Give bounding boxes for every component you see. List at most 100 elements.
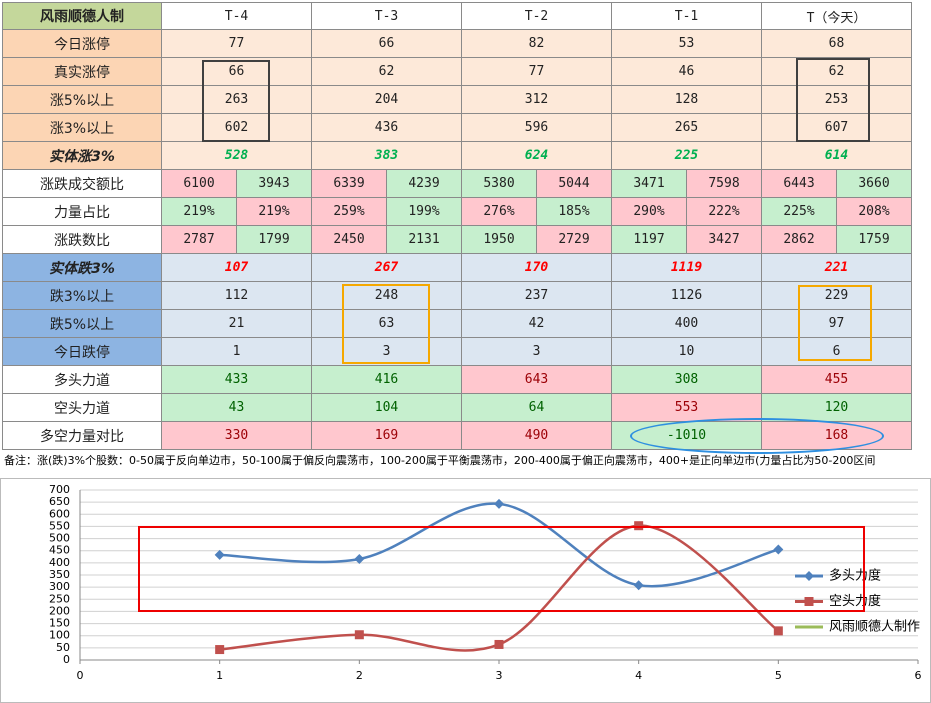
marker bbox=[354, 630, 364, 640]
table-cell: 219% bbox=[162, 198, 237, 226]
table-cell: 多空力量对比 bbox=[2, 422, 162, 450]
table-cell: 1950 bbox=[462, 226, 537, 254]
table-cell: 265 bbox=[612, 114, 762, 142]
table-cell: 53 bbox=[612, 30, 762, 58]
table-cell: 涨3%以上 bbox=[2, 114, 162, 142]
x-tick-label: 4 bbox=[635, 669, 642, 682]
table-cell: 2787 bbox=[162, 226, 237, 254]
marker bbox=[773, 544, 784, 555]
table-cell: 208% bbox=[837, 198, 912, 226]
table-cell: 225% bbox=[762, 198, 837, 226]
x-tick-label: 2 bbox=[356, 669, 363, 682]
table-cell: 229 bbox=[762, 282, 912, 310]
table-cell: 607 bbox=[762, 114, 912, 142]
table-cell: 涨5%以上 bbox=[2, 86, 162, 114]
table-cell: 1799 bbox=[237, 226, 312, 254]
marker bbox=[494, 498, 504, 509]
table-cell: 248 bbox=[312, 282, 462, 310]
table-cell: 21 bbox=[162, 310, 312, 338]
x-tick-label: 1 bbox=[216, 669, 223, 682]
marker bbox=[633, 580, 644, 591]
table-cell: 436 bbox=[312, 114, 462, 142]
table-cell: 2862 bbox=[762, 226, 837, 254]
table-cell: 204 bbox=[312, 86, 462, 114]
table-cell: 3660 bbox=[837, 170, 912, 198]
y-tick-label: 250 bbox=[49, 592, 70, 605]
table-cell: 259% bbox=[312, 198, 387, 226]
table-cell: 169 bbox=[312, 422, 462, 450]
marker bbox=[215, 645, 225, 655]
table-cell: 3471 bbox=[612, 170, 687, 198]
table-cell: 107 bbox=[162, 254, 312, 282]
table-cell: 跌5%以上 bbox=[2, 310, 162, 338]
y-tick-label: 650 bbox=[49, 495, 70, 508]
y-tick-label: 300 bbox=[49, 580, 70, 593]
y-tick-label: 350 bbox=[49, 568, 70, 581]
table-cell: 实体跌3% bbox=[2, 254, 162, 282]
table-cell: 185% bbox=[537, 198, 612, 226]
table-cell: 5044 bbox=[537, 170, 612, 198]
table-cell: 120 bbox=[762, 394, 912, 422]
table-cell: 433 bbox=[162, 366, 312, 394]
table-cell: 312 bbox=[462, 86, 612, 114]
table-cell: 170 bbox=[462, 254, 612, 282]
marker bbox=[214, 549, 225, 560]
table-cell: 237 bbox=[462, 282, 612, 310]
table-cell: 2450 bbox=[312, 226, 387, 254]
table-cell: 82 bbox=[462, 30, 612, 58]
y-tick-label: 100 bbox=[49, 629, 70, 642]
table-cell: 7598 bbox=[687, 170, 762, 198]
table-cell: 222% bbox=[687, 198, 762, 226]
table-cell: 383 bbox=[312, 142, 462, 170]
y-tick-label: 50 bbox=[56, 641, 70, 654]
table-cell: 3943 bbox=[237, 170, 312, 198]
table-cell: T-2 bbox=[462, 2, 612, 30]
legend-label: 多头力度 bbox=[829, 568, 881, 584]
x-tick-label: 5 bbox=[775, 669, 782, 682]
legend-marker bbox=[804, 597, 814, 606]
table-cell: 276% bbox=[462, 198, 537, 226]
table-cell: 66 bbox=[162, 58, 312, 86]
table-cell: 3 bbox=[462, 338, 612, 366]
table-cell: 多头力道 bbox=[2, 366, 162, 394]
table-cell: 602 bbox=[162, 114, 312, 142]
table-cell: 1 bbox=[162, 338, 312, 366]
table-cell: 308 bbox=[612, 366, 762, 394]
marker bbox=[354, 553, 365, 564]
table-cell: 112 bbox=[162, 282, 312, 310]
y-tick-label: 200 bbox=[49, 604, 70, 617]
table-cell: -1010 bbox=[612, 422, 762, 450]
y-tick-label: 150 bbox=[49, 617, 70, 630]
marker bbox=[773, 626, 783, 636]
legend-label: 空头力度 bbox=[829, 593, 881, 609]
table-cell: 199% bbox=[387, 198, 462, 226]
table-cell: 219% bbox=[237, 198, 312, 226]
y-tick-label: 700 bbox=[49, 483, 70, 496]
y-tick-label: 0 bbox=[63, 653, 70, 666]
table-cell: T-3 bbox=[312, 2, 462, 30]
y-tick-label: 500 bbox=[49, 532, 70, 545]
table-cell: 3427 bbox=[687, 226, 762, 254]
table-cell: 263 bbox=[162, 86, 312, 114]
table-cell: 97 bbox=[762, 310, 912, 338]
table-cell: 涨跌成交额比 bbox=[2, 170, 162, 198]
table-cell: T（今天） bbox=[762, 2, 912, 30]
table-cell: 1119 bbox=[612, 254, 762, 282]
table-cell: 66 bbox=[312, 30, 462, 58]
table-cell: 490 bbox=[462, 422, 612, 450]
y-tick-label: 400 bbox=[49, 556, 70, 569]
table-cell: 290% bbox=[612, 198, 687, 226]
table-cell: 2729 bbox=[537, 226, 612, 254]
table-cell: T-4 bbox=[162, 2, 312, 30]
table-cell: 168 bbox=[762, 422, 912, 450]
table-cell: 6339 bbox=[312, 170, 387, 198]
table-cell: 43 bbox=[162, 394, 312, 422]
y-tick-label: 550 bbox=[49, 519, 70, 532]
table-cell: 63 bbox=[312, 310, 462, 338]
table-cell: 253 bbox=[762, 86, 912, 114]
table-cell: 643 bbox=[462, 366, 612, 394]
x-tick-label: 3 bbox=[496, 669, 503, 682]
chart-frame bbox=[0, 478, 931, 703]
table-cell: 64 bbox=[462, 394, 612, 422]
table-cell: 1126 bbox=[612, 282, 762, 310]
